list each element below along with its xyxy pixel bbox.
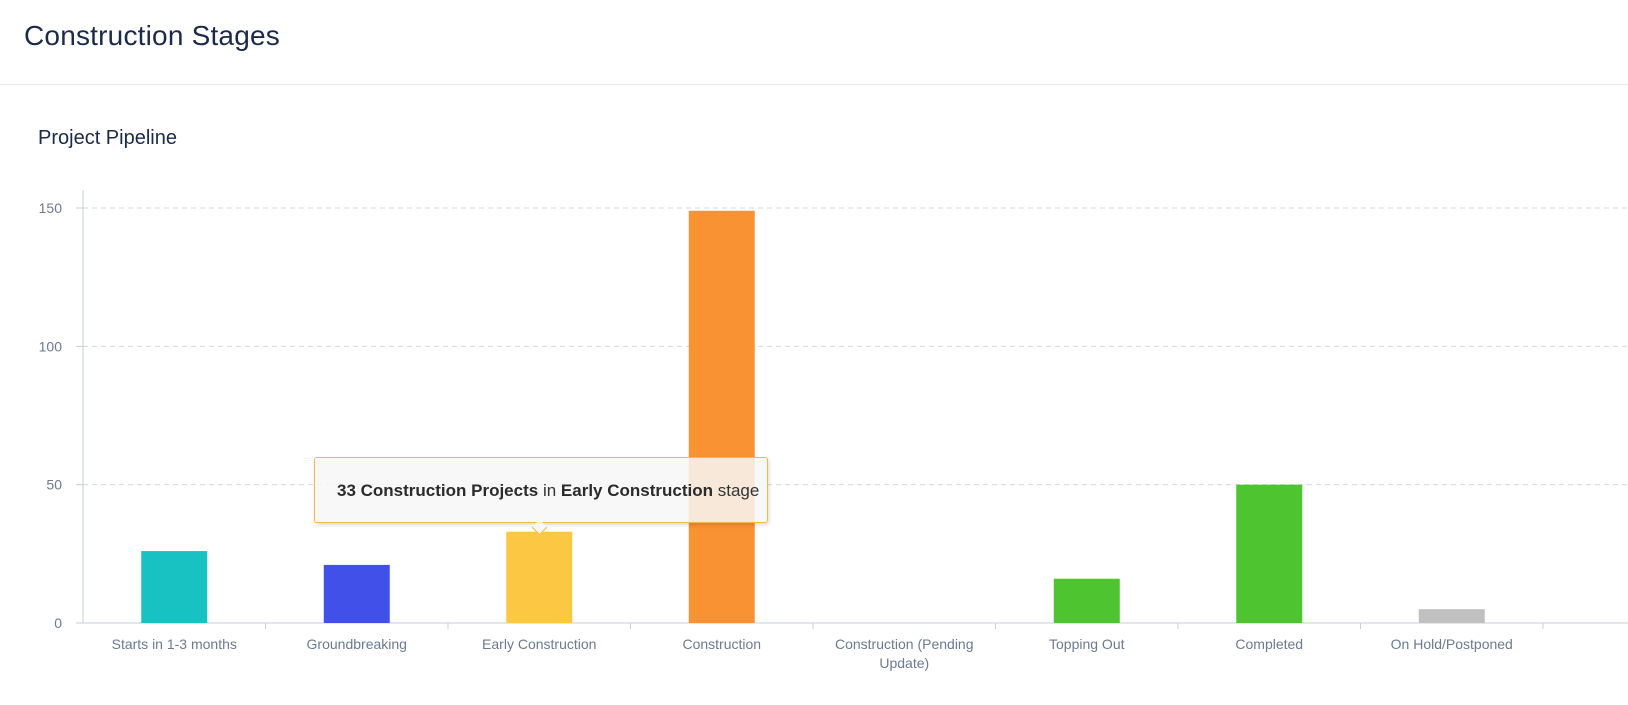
- bar[interactable]: [1418, 609, 1485, 623]
- x-tick-label: Early Construction: [482, 636, 596, 652]
- y-tick-label: 100: [39, 338, 63, 354]
- x-tick-label-line: Starts in 1-3 months: [112, 636, 237, 652]
- y-tick-label: 150: [39, 200, 63, 216]
- x-tick-label: Completed: [1235, 636, 1303, 652]
- page-title: Construction Stages: [24, 20, 280, 51]
- grid-lines: [83, 207, 1628, 486]
- x-tick-label: Groundbreaking: [307, 636, 407, 652]
- tooltip-in: in: [542, 481, 557, 500]
- tooltip-count: 33 Construction Projects: [337, 481, 539, 500]
- x-tick-label-line: Early Construction: [482, 636, 596, 652]
- x-tick-label-line: Update): [879, 655, 929, 671]
- x-tick-label: Construction (Pending Update): [835, 636, 974, 671]
- tooltip-stage: Early Construction: [560, 481, 714, 500]
- x-tick-label-line: Construction (Pending: [835, 636, 974, 652]
- x-tick-labels: Starts in 1-3 months Groundbreaking Early …: [112, 636, 1513, 671]
- bars: [141, 210, 1485, 623]
- page-header: Construction Stages: [0, 0, 1628, 85]
- axes: [76, 190, 1628, 629]
- bar[interactable]: [1236, 484, 1303, 623]
- x-tick-label: Starts in 1-3 months: [112, 636, 237, 652]
- bar[interactable]: [506, 531, 573, 623]
- y-tick-labels: 0 50 100 150: [39, 200, 63, 631]
- bar[interactable]: [1053, 578, 1120, 623]
- x-tick-label: Topping Out: [1049, 636, 1125, 652]
- y-tick-label: 50: [46, 477, 62, 493]
- bar[interactable]: [141, 551, 208, 623]
- x-tick-label: Construction: [682, 636, 761, 652]
- card-title: Project Pipeline: [38, 127, 177, 149]
- y-tick-label: 0: [54, 615, 62, 631]
- x-tick-label-line: Completed: [1235, 636, 1303, 652]
- bar-chart: 0 50 100 150 Starts in 1-3 months Groundbrea…: [39, 190, 1628, 671]
- x-tick-label: On Hold/Postponed: [1391, 636, 1513, 652]
- bar-tooltip: 33 Construction Projects in Early Constr…: [314, 457, 768, 523]
- x-tick-label-line: Construction: [682, 636, 761, 652]
- x-tick-label-line: Topping Out: [1049, 636, 1125, 652]
- bar[interactable]: [323, 564, 390, 623]
- tooltip-suffix: stage: [717, 481, 760, 500]
- bar[interactable]: [688, 210, 755, 623]
- x-tick-label-line: Groundbreaking: [307, 636, 407, 652]
- x-tick-label-line: On Hold/Postponed: [1391, 636, 1513, 652]
